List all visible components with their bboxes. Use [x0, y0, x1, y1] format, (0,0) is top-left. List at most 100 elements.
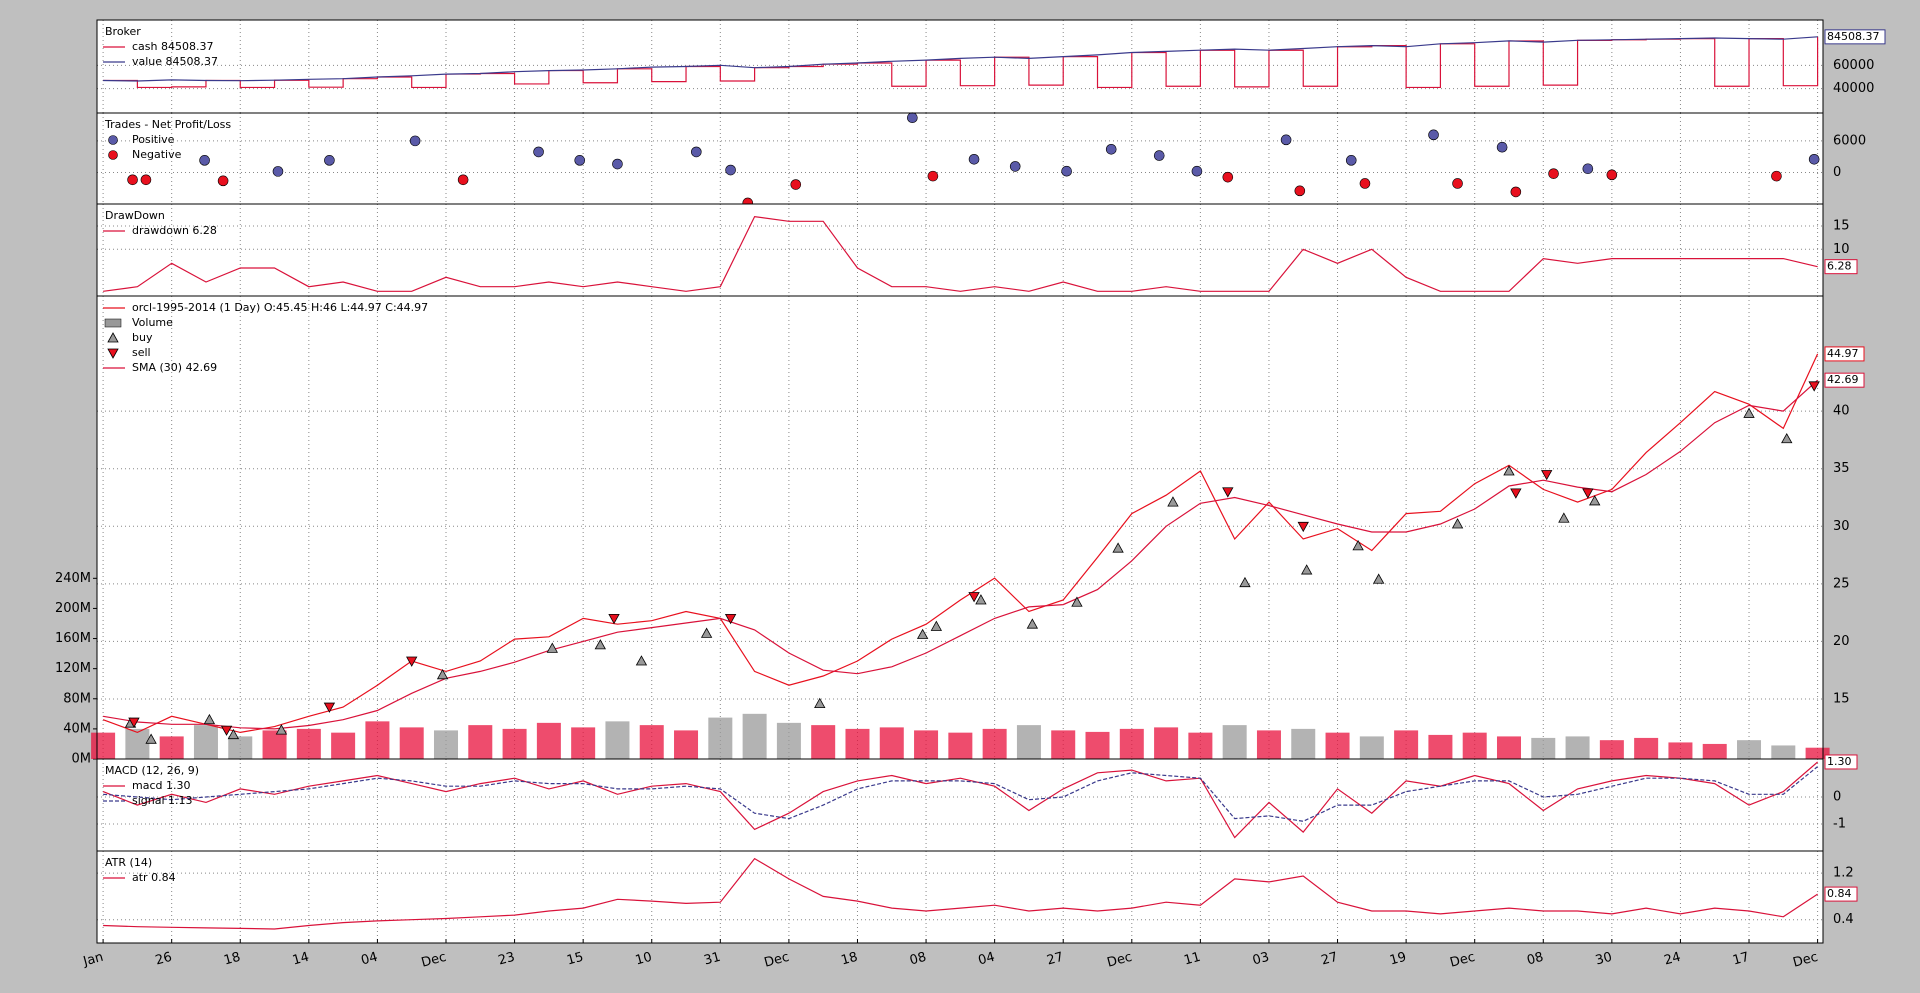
y-tick-label: 1.2 — [1833, 866, 1854, 881]
sell-marker — [1222, 487, 1234, 498]
buy-marker — [1781, 432, 1793, 444]
volume-bar — [674, 730, 699, 759]
volume-bar — [1531, 737, 1556, 759]
sell-marker — [323, 702, 336, 713]
trade-point — [272, 166, 284, 177]
x-tick-label: 10 — [634, 950, 654, 969]
panel — [97, 296, 1823, 759]
legend-label: sell — [132, 346, 151, 359]
y-tick-label: 6000 — [1833, 133, 1866, 148]
legend-label: Positive — [132, 133, 175, 146]
volume-bar — [776, 722, 801, 759]
x-tick-label: 03 — [1251, 950, 1271, 969]
trade-point — [1359, 178, 1371, 189]
legend-symbol — [107, 332, 119, 343]
buy-marker — [814, 697, 826, 709]
trade-point — [457, 174, 469, 186]
volume-bar — [365, 721, 390, 759]
volume-bar — [811, 725, 836, 759]
volume-bar — [982, 728, 1007, 759]
legend-symbol — [104, 318, 122, 328]
trade-point — [1009, 161, 1021, 172]
trade-point — [409, 135, 421, 147]
buy-marker — [1352, 540, 1364, 551]
y-tick-label: 40 — [1833, 404, 1850, 419]
volume-bar — [1325, 732, 1350, 759]
trade-point — [533, 146, 544, 158]
volume-bar — [1805, 747, 1830, 759]
volume-bar — [1634, 737, 1659, 759]
trade-point — [725, 164, 736, 176]
trade-point — [324, 155, 335, 166]
y2-tick-label: 160M — [55, 631, 91, 646]
buy-marker — [1167, 496, 1179, 507]
trade-point — [1548, 168, 1559, 179]
y-tick-label: 30 — [1833, 519, 1850, 534]
volume-bar — [1668, 742, 1693, 759]
volume-bar — [1428, 734, 1453, 759]
legend-label: Negative — [132, 148, 182, 161]
trade-point — [691, 146, 702, 158]
legend-symbol — [108, 135, 118, 145]
legend-label: cash 84508.37 — [132, 40, 213, 53]
trade-point — [1105, 143, 1117, 155]
trade-point — [1452, 178, 1463, 189]
buy-marker — [203, 713, 216, 725]
trade-point — [1771, 170, 1782, 182]
x-tick-label: 14 — [291, 950, 311, 969]
trade-point — [1061, 165, 1072, 177]
y-tick-label: 60000 — [1833, 58, 1874, 73]
trade-point — [1582, 163, 1594, 175]
end-label: 44.97 — [1827, 347, 1859, 360]
buy-marker — [1112, 542, 1124, 553]
legend-label: drawdown 6.28 — [132, 224, 217, 237]
legend-label: atr 0.84 — [132, 871, 176, 884]
x-tick-label: Dec — [420, 950, 448, 971]
volume-bar — [605, 721, 630, 759]
y-tick-label: 0.4 — [1833, 912, 1854, 927]
volume-bar — [433, 730, 459, 759]
trade-point — [612, 158, 623, 170]
volume-bar — [468, 725, 493, 759]
volume-bar — [639, 725, 664, 759]
volume-bar — [1154, 727, 1179, 759]
trade-point — [927, 170, 939, 182]
y-tick-label: 10 — [1833, 242, 1850, 257]
x-tick-label: Dec — [763, 950, 791, 971]
x-tick-label: 26 — [154, 950, 174, 969]
sell-marker — [1297, 521, 1309, 533]
sell-marker — [128, 717, 140, 728]
volume-bar — [1599, 740, 1624, 759]
buy-marker — [1373, 573, 1385, 584]
y-tick-label: 40000 — [1833, 81, 1874, 96]
buy-marker — [930, 620, 943, 631]
y-tick-label: 15 — [1833, 692, 1850, 707]
buy-marker — [275, 724, 288, 735]
volume-bar — [1016, 725, 1041, 759]
y-tick-label: 20 — [1833, 634, 1850, 649]
sell-marker — [968, 592, 980, 603]
volume-bar — [1702, 743, 1727, 759]
trade-point — [1606, 169, 1618, 181]
buy-marker — [1743, 407, 1755, 418]
y2-tick-label: 240M — [55, 571, 91, 586]
volume-bar — [879, 727, 904, 759]
volume-bar — [399, 727, 424, 759]
buy-marker — [1451, 518, 1464, 529]
end-label-box — [1824, 346, 1865, 362]
panel-frame — [96, 850, 1824, 944]
y-tick-label: 25 — [1833, 576, 1850, 591]
panel — [97, 204, 1823, 296]
trade-point — [199, 155, 210, 166]
sell-marker — [1510, 488, 1522, 499]
series-step — [103, 36, 1819, 89]
trade-point — [1222, 171, 1234, 183]
y2-tick-label: 200M — [55, 601, 91, 616]
volume-bar — [159, 736, 184, 759]
x-tick-label: 15 — [565, 950, 585, 969]
panel-title: ATR (14) — [105, 856, 152, 869]
trade-point — [1510, 186, 1522, 198]
trade-point — [790, 179, 802, 190]
end-label: 1.30 — [1827, 755, 1852, 768]
